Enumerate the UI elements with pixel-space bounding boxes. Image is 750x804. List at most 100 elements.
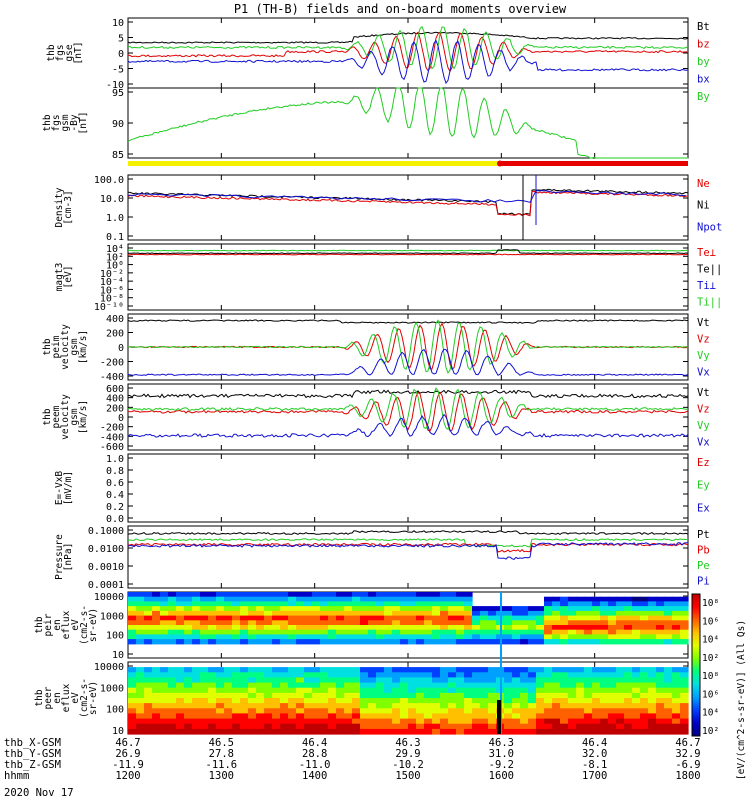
- spectrogram-cell: [216, 687, 225, 694]
- spectrogram-cell: [512, 728, 521, 735]
- legend-pe: Pe: [697, 560, 710, 572]
- spectrogram-cell: [384, 713, 393, 720]
- spectrogram-cell: [200, 667, 209, 673]
- spectrogram-cell: [216, 639, 225, 645]
- spectrogram-cell: [216, 682, 225, 689]
- spectrogram-cell: [432, 620, 441, 626]
- spectrogram-cell: [368, 682, 377, 689]
- y-axis-label: gse: [64, 44, 75, 61]
- spectrogram-cell: [152, 610, 161, 617]
- spectrogram-cell: [520, 610, 529, 617]
- spectrogram-cell: [424, 703, 433, 709]
- y-tick-label: 0: [118, 343, 124, 354]
- spectrogram-cell: [408, 629, 417, 635]
- spectrogram-cell: [544, 620, 553, 626]
- spectrogram-cell: [648, 723, 657, 730]
- spectrogram-cell: [440, 703, 449, 709]
- spectrogram-cell: [144, 606, 153, 612]
- spectrogram-cell: [464, 601, 473, 607]
- spectrogram-cell: [544, 625, 553, 631]
- spectrogram-cell: [448, 723, 457, 730]
- spectrogram-cell: [400, 634, 409, 640]
- spectrogram-cell: [592, 682, 601, 689]
- spectrogram-cell: [560, 634, 569, 640]
- spectrogram-cell: [312, 728, 321, 735]
- spectrogram-cell: [536, 629, 545, 635]
- spectrogram-cell: [256, 672, 265, 678]
- spectrogram-cell: [648, 610, 657, 617]
- spectrogram-cell: [560, 610, 569, 617]
- spectrogram-cell: [304, 687, 313, 694]
- spectrogram-cell: [448, 672, 457, 678]
- spectrogram-cell: [304, 667, 313, 673]
- spectrogram-cell: [160, 692, 169, 699]
- spectrogram-cell: [360, 682, 369, 689]
- legend-vx: Vx: [697, 437, 710, 449]
- spectrogram-cell: [168, 639, 177, 645]
- spectrogram-cell: [376, 634, 385, 640]
- spectrogram-cell: [320, 708, 329, 714]
- spectrogram-cell: [592, 677, 601, 684]
- spectrogram-cell: [208, 667, 217, 673]
- spectrogram-cell: [424, 713, 433, 720]
- spectrogram-cell: [544, 596, 553, 602]
- spectrogram-cell: [224, 634, 233, 640]
- spectrogram-cell: [520, 698, 529, 704]
- spectrogram-cell: [432, 629, 441, 635]
- spectrogram-cell: [232, 610, 241, 617]
- spectrogram-cell: [264, 596, 273, 602]
- spectrogram-cell: [448, 718, 457, 725]
- y-tick-label: 400: [106, 314, 124, 325]
- x-axis-value: 46.4: [302, 737, 327, 749]
- spectrogram-cell: [208, 708, 217, 714]
- spectrogram-cell: [504, 667, 513, 673]
- spectrogram-cell: [384, 625, 393, 631]
- spectrogram-cell: [344, 615, 353, 621]
- spectrogram-cell: [296, 728, 305, 735]
- spectrogram-cell: [648, 625, 657, 631]
- spectrogram-cell: [624, 596, 633, 602]
- spectrogram-cell: [152, 625, 161, 631]
- spectrogram-cell: [432, 708, 441, 714]
- spectrogram-cell: [456, 723, 465, 730]
- spectrogram-cell: [472, 692, 481, 699]
- spectrogram-cell: [672, 620, 681, 626]
- spectrogram-cell: [144, 728, 153, 735]
- spectrogram-cell: [528, 610, 537, 617]
- spectrogram-cell: [288, 610, 297, 617]
- spectrogram-cell: [248, 713, 257, 720]
- spectrogram-cell: [456, 682, 465, 689]
- spectrogram-cell: [136, 703, 145, 709]
- spectrogram-cell: [208, 592, 217, 598]
- spectrogram-cell: [408, 634, 417, 640]
- spectrogram-cell: [136, 615, 145, 621]
- spectrogram-cell: [448, 639, 457, 645]
- spectrogram-cell: [176, 634, 185, 640]
- series-pe: [127, 538, 689, 548]
- spectrogram-cell: [672, 698, 681, 704]
- spectrogram-cell: [256, 692, 265, 699]
- spectrogram-cell: [144, 677, 153, 684]
- spectrogram-cell: [488, 703, 497, 709]
- spectrogram-cell: [648, 703, 657, 709]
- spectrogram-cell: [176, 620, 185, 626]
- spectrogram-cell: [456, 620, 465, 626]
- spectrogram-cell: [336, 687, 345, 694]
- spectrogram-cell: [480, 708, 489, 714]
- spectrogram-cell: [128, 692, 137, 699]
- spectrogram-cell: [208, 610, 217, 617]
- spectrogram-cell: [592, 692, 601, 699]
- spectrogram-cell: [240, 601, 249, 607]
- spectrogram-cell: [600, 672, 609, 678]
- spectrogram-cell: [432, 667, 441, 673]
- y-axis-label: peim: [51, 335, 62, 358]
- spectrogram-cell: [432, 639, 441, 645]
- spectrogram-cell: [360, 667, 369, 673]
- spectrogram-cell: [456, 692, 465, 699]
- spectrogram-cell: [336, 698, 345, 704]
- spectrogram-cell: [232, 672, 241, 678]
- spectrogram-cell: [360, 620, 369, 626]
- spectrogram-cell: [264, 698, 273, 704]
- spectrogram-cell: [272, 677, 281, 684]
- spectrogram-cell: [568, 601, 577, 607]
